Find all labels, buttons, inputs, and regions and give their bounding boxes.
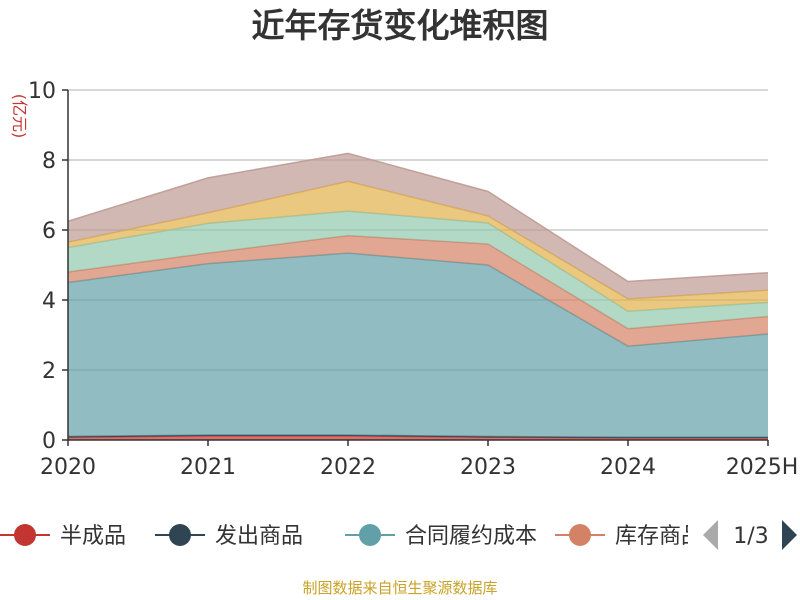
y-tick-label: 6 [42, 219, 56, 244]
area-series-3 [68, 235, 768, 347]
legend-item[interactable]: 库存商品 [555, 524, 703, 549]
legend-circle-icon [14, 524, 36, 546]
axes: 0 2 4 6 8 10 2020 2021 2022 2023 2024 2025H [28, 79, 798, 480]
legend-label: 合同履约成本 [405, 524, 537, 549]
area-series-2 [68, 253, 768, 438]
area-line-6 [67, 152, 769, 283]
y-tick-label: 2 [42, 359, 56, 384]
chart-title: 近年存货变化堆积图 [252, 6, 549, 45]
area-series-0 [68, 435, 768, 440]
legend-item[interactable]: 发出商品 [155, 524, 303, 549]
legend-next-icon[interactable] [782, 520, 797, 550]
legend-circle-icon [359, 524, 381, 546]
legend-item[interactable]: 合同履约成本 [345, 524, 537, 549]
legend-circle-icon [569, 524, 591, 546]
legend-label: 发出商品 [215, 524, 303, 549]
legend-label: 半成品 [60, 524, 126, 549]
x-tick-label: 2025H [726, 455, 799, 480]
x-tick-label: 2021 [180, 455, 236, 480]
x-tick-label: 2024 [600, 455, 656, 480]
legend: 半成品 发出商品 合同履约成本 库存商品 1/3 [0, 520, 797, 550]
y-tick-label: 8 [42, 149, 56, 174]
x-tick-label: 2020 [40, 455, 96, 480]
area-series-6 [68, 153, 768, 299]
legend-prev-icon[interactable] [703, 520, 718, 550]
y-tick-label: 0 [42, 429, 56, 454]
legend-page-indicator: 1/3 [733, 524, 768, 549]
y-tick-label: 4 [42, 289, 56, 314]
areas [67, 152, 769, 440]
legend-item[interactable]: 半成品 [0, 524, 126, 549]
legend-circle-icon [169, 524, 191, 546]
y-tick-label: 10 [28, 79, 56, 104]
source-note: 制图数据来自恒生聚源数据库 [302, 579, 497, 597]
legend-label: 库存商品 [615, 524, 703, 549]
y-axis-label: (亿元) [10, 94, 29, 139]
x-tick-label: 2023 [460, 455, 516, 480]
x-tick-label: 2022 [320, 455, 376, 480]
area-series-4 [68, 211, 768, 329]
